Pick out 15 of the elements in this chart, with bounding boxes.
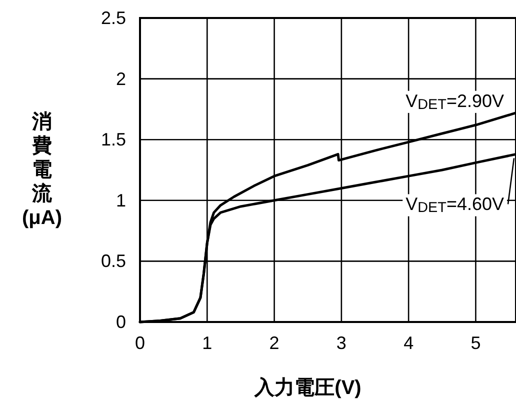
y-tick-label: 1.5 [100, 130, 126, 150]
x-tick-label: 2 [269, 333, 280, 353]
x-tick-label: 0 [134, 333, 146, 353]
y-axis-title: 消費電流(μA) [22, 111, 62, 229]
y-tick-label: 0 [116, 312, 126, 332]
x-axis-title: 入力電圧(V) [254, 376, 362, 399]
y-tick-label: 0.5 [100, 251, 126, 272]
y-tick-label: 2 [116, 68, 126, 89]
x-tick-label: 3 [336, 333, 346, 353]
x-tick-label: 1 [202, 333, 212, 353]
x-tick-label: 5 [470, 333, 481, 353]
series-label: V$_{DET}$=4.60V [406, 194, 504, 216]
x-tick-label: 4 [404, 333, 414, 353]
y-tick-label: 2.5 [100, 8, 126, 28]
y-tick-label: 1 [116, 190, 126, 210]
